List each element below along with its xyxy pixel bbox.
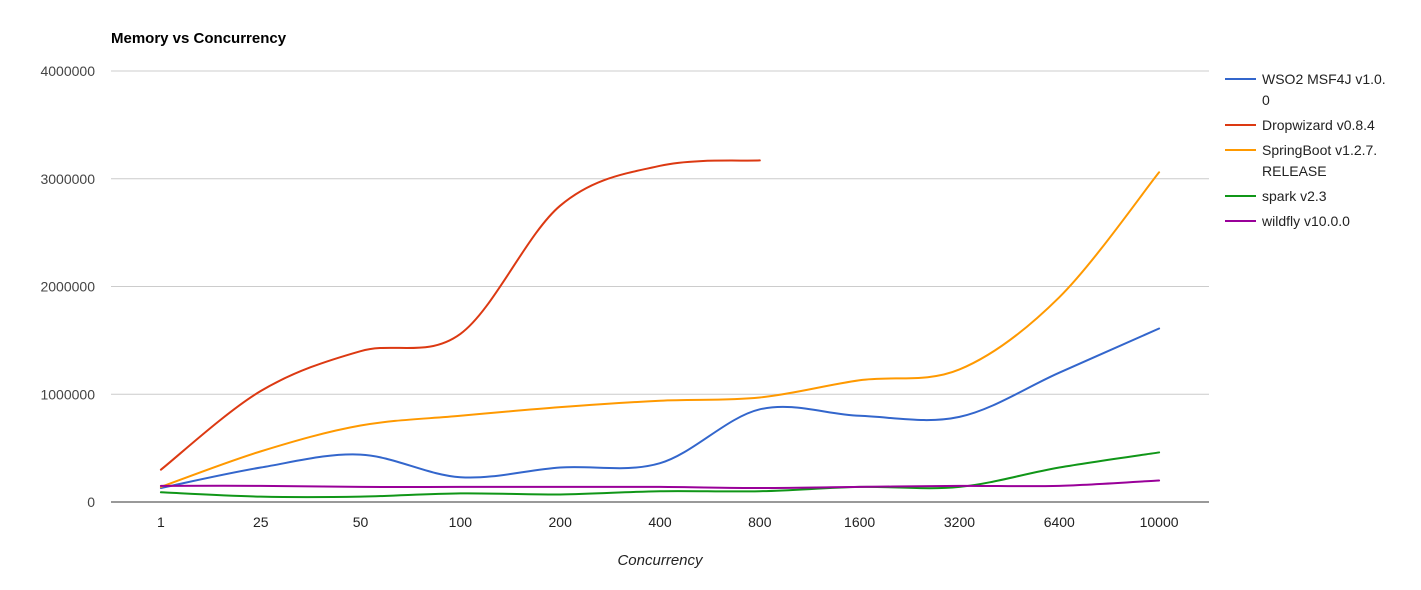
- legend-label-line: RELEASE: [1262, 163, 1327, 179]
- chart-title: Memory vs Concurrency: [111, 30, 287, 47]
- legend-label-spark-v2-3: spark v2.3: [1262, 188, 1327, 204]
- x-tick-label: 100: [449, 514, 473, 530]
- legend-label-line: SpringBoot v1.2.7.: [1262, 142, 1377, 158]
- legend-label-springboot-v1-2-7-release: SpringBoot v1.2.7. RELEASE: [1262, 142, 1377, 179]
- series-line-dropwizard-v0-8-4: [159, 159, 761, 471]
- legend: WSO2 MSF4J v1.0. 0 Dropwizard v0.8.4 Spring…: [1225, 71, 1386, 229]
- x-tick-label: 200: [549, 514, 573, 530]
- y-tick-label: 1000000: [40, 386, 95, 402]
- x-tick-label: 400: [648, 514, 672, 530]
- series-line-springboot-v1-2-7-release: [159, 171, 1161, 488]
- y-tick-label: 4000000: [40, 63, 95, 79]
- y-tick-label: 0: [87, 494, 95, 510]
- x-tick-label: 3200: [944, 514, 975, 530]
- x-tick-label: 1: [157, 514, 165, 530]
- series-line-wso2-msf4j-v1-0-0: [159, 327, 1161, 489]
- legend-label-line: WSO2 MSF4J v1.0.: [1262, 71, 1386, 87]
- x-tick-label: 50: [353, 514, 369, 530]
- legend-label-line: Dropwizard v0.8.4: [1262, 117, 1375, 133]
- series-line-spark-v2-3: [159, 451, 1161, 499]
- x-tick-label: 800: [748, 514, 772, 530]
- legend-label-dropwizard-v0-8-4: Dropwizard v0.8.4: [1262, 117, 1375, 133]
- legend-label-line: wildfly v10.0.0: [1261, 213, 1350, 229]
- legend-label-line: 0: [1262, 92, 1270, 108]
- y-axis-ticks: 0 1000000 2000000 3000000 4000000: [40, 63, 95, 510]
- y-tick-label: 3000000: [40, 171, 95, 187]
- legend-label-wildfly-v10-0-0: wildfly v10.0.0: [1261, 213, 1350, 229]
- grid-lines: [111, 70, 1209, 395]
- x-tick-label: 10000: [1140, 514, 1179, 530]
- x-tick-label: 25: [253, 514, 269, 530]
- series-lines: [159, 159, 1161, 499]
- x-axis-ticks: 1 25 50 100 200 400 800 1600 3200 6400 10000: [157, 514, 1179, 530]
- series-line-wildfly-v10-0-0: [159, 479, 1161, 489]
- x-axis-label: Concurrency: [617, 552, 704, 569]
- legend-label-line: spark v2.3: [1262, 188, 1327, 204]
- y-tick-label: 2000000: [40, 279, 95, 295]
- x-tick-label: 6400: [1044, 514, 1075, 530]
- legend-label-wso2-msf4j-v1-0-0: WSO2 MSF4J v1.0. 0: [1262, 71, 1386, 108]
- x-tick-label: 1600: [844, 514, 875, 530]
